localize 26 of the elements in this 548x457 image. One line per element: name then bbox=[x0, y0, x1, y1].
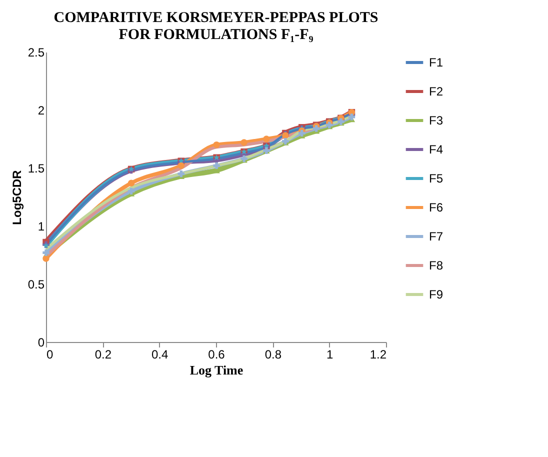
x-tick-label: 1.2 bbox=[370, 348, 387, 362]
text: FOR FORMULATIONS F₁-F₉ bbox=[118, 27, 314, 43]
y-tick-label: 2.5 bbox=[28, 46, 45, 60]
x-axis-title: Log Time bbox=[190, 362, 244, 378]
y-tick-label: 1.5 bbox=[28, 162, 45, 176]
legend-label: F2 bbox=[429, 84, 444, 98]
legend-label: F6 bbox=[429, 200, 444, 214]
legend-label: F5 bbox=[429, 172, 444, 186]
legend-label: F3 bbox=[429, 114, 444, 128]
legend-label: F8 bbox=[429, 258, 444, 272]
x-tick-label: 0 bbox=[46, 348, 54, 362]
x-tick-label: 0.6 bbox=[208, 348, 226, 362]
legend-label: F7 bbox=[429, 230, 444, 244]
text: COMPARITIVE KORSMEYER-PEPPAS PLOTS bbox=[54, 10, 378, 26]
x-tick-label: 0.4 bbox=[151, 348, 168, 362]
y-axis-title: Log5CDR bbox=[10, 170, 24, 225]
y-tick-label: 2 bbox=[38, 104, 45, 118]
legend-label: F4 bbox=[429, 142, 444, 156]
y-tick-label: 0 bbox=[38, 336, 45, 350]
legend-label: F1 bbox=[429, 56, 444, 70]
y-tick-label: 0.5 bbox=[28, 278, 45, 292]
x-tick-label: 0.2 bbox=[94, 348, 112, 362]
x-tick-label: 1 bbox=[326, 348, 334, 362]
y-tick-label: 1 bbox=[38, 220, 45, 234]
legend-label: F9 bbox=[429, 288, 444, 302]
x-tick-label: 0.8 bbox=[264, 348, 282, 362]
